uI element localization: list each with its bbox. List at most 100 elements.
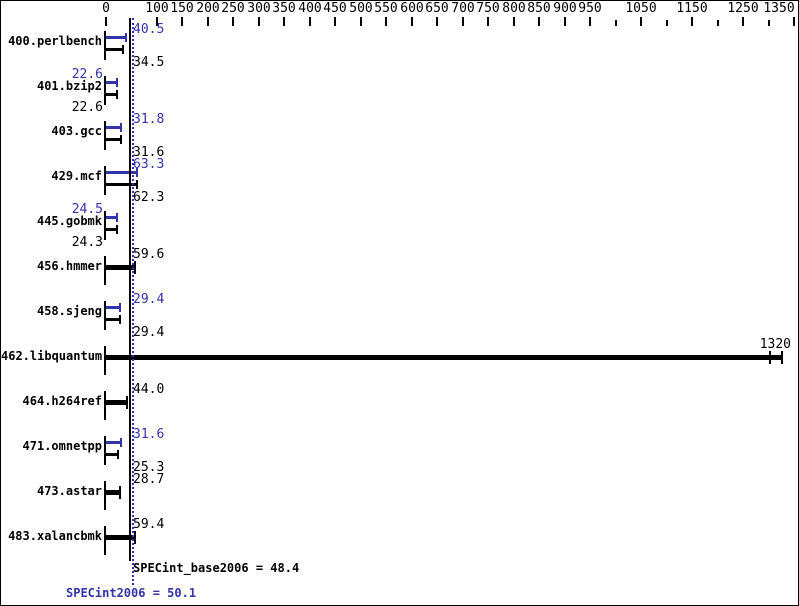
base-value-label: 62.3 — [133, 190, 165, 205]
benchmark-label: 464.h264ref — [22, 394, 102, 408]
base-bar — [106, 183, 138, 186]
axis-tick — [793, 17, 795, 26]
peak-value-label: 31.6 — [133, 427, 165, 442]
axis-tick-label: 300 — [247, 1, 271, 16]
axis-tick-label: 650 — [425, 1, 449, 16]
axis-tick-label: 850 — [527, 1, 551, 16]
axis-tick-label: 400 — [298, 1, 322, 16]
row-baseline-tick — [104, 166, 106, 195]
benchmark-label: 456.hmmer — [36, 259, 102, 273]
axis-tick-label: 150 — [170, 1, 194, 16]
peak-value-label: 22.6 — [71, 67, 103, 82]
row-baseline-tick — [104, 526, 106, 555]
row-baseline-tick — [104, 76, 106, 105]
peak-value-label: 24.5 — [71, 202, 103, 217]
row-baseline-tick — [104, 391, 106, 420]
benchmark-label: 403.gcc — [51, 124, 102, 138]
axis-tick — [309, 17, 311, 26]
axis-tick — [283, 17, 285, 26]
axis-tick — [691, 17, 693, 26]
row-baseline-tick — [104, 31, 106, 60]
benchmark-label: 401.bzip2 — [36, 79, 102, 93]
peak-bar-end-cap — [119, 303, 121, 312]
peak-value-label: 31.8 — [133, 112, 165, 127]
base-value-label: 31.6 — [133, 145, 165, 160]
benchmark-label: 445.gobmk — [36, 214, 102, 228]
base-value-label: 29.4 — [133, 325, 165, 340]
axis-tick-label: 1150 — [676, 1, 708, 16]
benchmark-label: 429.mcf — [51, 169, 102, 183]
axis-tick — [564, 17, 566, 26]
axis-tick-label: 950 — [578, 1, 602, 16]
axis-tick — [589, 17, 591, 26]
result-bar — [106, 535, 136, 540]
row-baseline-tick — [104, 256, 106, 285]
axis-tick — [105, 17, 107, 26]
axis-tick-label: 1350 — [763, 1, 795, 16]
result-bar-second-cap — [769, 351, 771, 364]
base-mean-line — [129, 18, 131, 561]
axis-tick-label: 900 — [553, 1, 577, 16]
benchmark-label: 471.omnetpp — [22, 439, 102, 453]
axis-tick-label: 100 — [145, 1, 169, 16]
base-bar-end-cap — [117, 450, 119, 459]
axis-tick-label: 200 — [196, 1, 220, 16]
axis-tick — [334, 17, 336, 26]
axis-tick — [742, 17, 744, 26]
row-baseline-tick — [104, 481, 106, 510]
peak-bar — [106, 216, 118, 219]
axis-tick — [513, 17, 515, 26]
value-label: 44.0 — [133, 382, 165, 397]
peak-bar-end-cap — [125, 33, 127, 42]
benchmark-label: 462.libquantum — [1, 349, 103, 363]
row-baseline-tick — [104, 436, 106, 465]
axis-tick-label: 450 — [323, 1, 347, 16]
base-bar-end-cap — [122, 45, 124, 54]
peak-value-label: 29.4 — [133, 292, 165, 307]
axis-tick — [360, 17, 362, 26]
peak-bar — [106, 171, 138, 174]
axis-short-tick — [666, 20, 668, 26]
axis-tick — [181, 17, 183, 26]
base-value-label: 34.5 — [133, 55, 165, 70]
peak-bar — [106, 126, 122, 129]
peak-bar — [106, 306, 121, 309]
result-bar-end-cap — [119, 486, 121, 499]
base-bar — [106, 138, 122, 141]
axis-tick — [232, 17, 234, 26]
axis-tick-label: 600 — [400, 1, 424, 16]
peak-bar-end-cap — [116, 78, 118, 87]
axis-tick — [385, 17, 387, 26]
axis-tick — [640, 17, 642, 26]
result-bar-end-cap — [134, 531, 136, 544]
benchmark-label: 400.perlbench — [8, 34, 102, 48]
peak-bar-end-cap — [116, 213, 118, 222]
peak-mean-label: SPECint2006 = 50.1 — [66, 586, 197, 600]
axis-short-tick — [615, 20, 617, 26]
peak-bar-end-cap — [120, 438, 122, 447]
base-bar — [106, 228, 118, 231]
base-bar-end-cap — [136, 180, 138, 189]
axis-short-tick — [768, 20, 770, 26]
axis-tick — [487, 17, 489, 26]
base-bar-end-cap — [116, 90, 118, 99]
base-bar-end-cap — [116, 225, 118, 234]
base-bar-end-cap — [120, 135, 122, 144]
result-bar — [106, 400, 128, 405]
result-bar — [106, 490, 121, 495]
benchmark-label: 458.sjeng — [36, 304, 102, 318]
axis-tick-label: 1250 — [727, 1, 759, 16]
benchmark-label: 483.xalancbmk — [8, 529, 102, 543]
axis-tick-label: 750 — [476, 1, 500, 16]
value-label: 59.6 — [133, 247, 165, 262]
axis-tick — [156, 17, 158, 26]
peak-value-label: 63.3 — [133, 157, 165, 172]
axis-tick — [436, 17, 438, 26]
peak-bar-end-cap — [120, 123, 122, 132]
base-value-label: 24.3 — [71, 235, 103, 250]
axis-tick-label: 0 — [102, 1, 110, 16]
axis-tick — [258, 17, 260, 26]
value-label: 59.4 — [133, 517, 165, 532]
benchmark-label: 473.astar — [36, 484, 102, 498]
